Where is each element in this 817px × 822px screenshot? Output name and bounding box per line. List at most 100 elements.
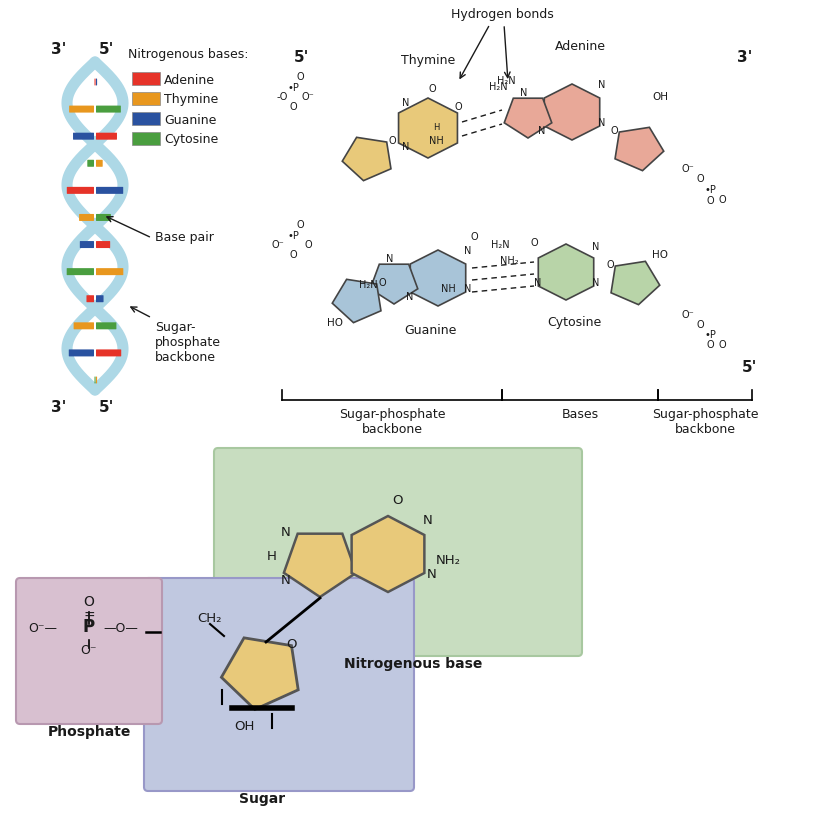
Text: NH₂: NH₂: [500, 256, 518, 266]
Text: H: H: [267, 550, 277, 563]
Text: O: O: [388, 136, 395, 146]
Text: N: N: [427, 568, 437, 581]
Text: Adenine: Adenine: [555, 40, 605, 53]
Text: Bases: Bases: [561, 408, 599, 421]
Text: O: O: [304, 240, 312, 250]
FancyBboxPatch shape: [95, 376, 96, 384]
Text: Nitrogenous bases:: Nitrogenous bases:: [128, 48, 248, 61]
Text: •P: •P: [704, 185, 716, 195]
FancyBboxPatch shape: [144, 578, 414, 791]
FancyBboxPatch shape: [96, 268, 123, 275]
Bar: [132, 112, 160, 125]
Polygon shape: [399, 98, 458, 158]
Text: N: N: [423, 514, 433, 527]
FancyBboxPatch shape: [79, 214, 94, 221]
Polygon shape: [544, 84, 600, 140]
Text: 5': 5': [294, 50, 310, 65]
Text: Guanine: Guanine: [404, 324, 456, 337]
Text: O: O: [393, 494, 404, 507]
Text: N: N: [402, 142, 409, 152]
FancyBboxPatch shape: [96, 214, 111, 221]
Bar: [132, 132, 160, 145]
Text: N: N: [386, 254, 394, 264]
Text: O: O: [289, 102, 297, 112]
Text: N: N: [534, 278, 542, 288]
Text: Hydrogen bonds: Hydrogen bonds: [451, 8, 553, 21]
FancyBboxPatch shape: [95, 78, 96, 85]
Text: O: O: [83, 595, 95, 609]
Text: O⁻: O⁻: [681, 164, 694, 174]
Text: Sugar-
phosphate
backbone: Sugar- phosphate backbone: [155, 321, 221, 364]
Bar: [132, 92, 160, 105]
Text: Cytosine: Cytosine: [547, 316, 601, 329]
FancyBboxPatch shape: [74, 322, 94, 330]
Text: O: O: [287, 638, 297, 651]
Bar: [132, 72, 160, 85]
Text: O: O: [530, 238, 538, 248]
Text: NH: NH: [440, 284, 455, 294]
Text: OH: OH: [234, 720, 254, 733]
Text: O: O: [454, 102, 462, 112]
FancyBboxPatch shape: [96, 349, 121, 357]
Text: 5': 5': [100, 42, 114, 57]
Text: O: O: [428, 84, 435, 94]
Polygon shape: [333, 279, 381, 323]
Text: -O: -O: [276, 92, 288, 102]
Text: P: P: [83, 618, 95, 636]
Text: O: O: [606, 260, 614, 270]
Text: HO: HO: [652, 250, 668, 260]
Text: H: H: [433, 123, 440, 132]
Polygon shape: [221, 638, 298, 709]
Text: Thymine: Thymine: [401, 54, 455, 67]
Text: O⁻: O⁻: [271, 240, 284, 250]
Text: •P: •P: [704, 330, 716, 340]
FancyBboxPatch shape: [87, 295, 94, 302]
Text: OH: OH: [652, 92, 668, 102]
Text: O: O: [696, 320, 703, 330]
FancyBboxPatch shape: [16, 578, 162, 724]
Text: 3': 3': [737, 50, 752, 65]
Text: N: N: [592, 242, 600, 252]
FancyBboxPatch shape: [69, 349, 94, 357]
Text: N: N: [598, 118, 605, 128]
Polygon shape: [370, 264, 417, 304]
Text: O⁻: O⁻: [301, 92, 315, 102]
Text: N: N: [520, 88, 528, 98]
Text: H₂N: H₂N: [489, 82, 507, 92]
Text: Sugar-phosphate
backbone: Sugar-phosphate backbone: [339, 408, 445, 436]
Text: N: N: [464, 246, 471, 256]
Text: Nitrogenous base: Nitrogenous base: [344, 657, 482, 671]
Text: N: N: [464, 284, 471, 294]
Polygon shape: [351, 516, 424, 592]
Polygon shape: [504, 98, 551, 138]
Text: O: O: [610, 126, 618, 136]
FancyBboxPatch shape: [96, 105, 121, 113]
FancyBboxPatch shape: [214, 448, 582, 656]
FancyBboxPatch shape: [96, 376, 97, 384]
Text: O: O: [718, 195, 725, 205]
Text: O: O: [289, 250, 297, 260]
Text: NH₂: NH₂: [435, 554, 461, 567]
Text: Thymine: Thymine: [164, 94, 218, 107]
Text: N: N: [402, 98, 409, 108]
Text: Base pair: Base pair: [155, 231, 214, 244]
FancyBboxPatch shape: [67, 187, 94, 194]
FancyBboxPatch shape: [80, 241, 94, 248]
Text: N: N: [281, 526, 291, 539]
Text: Sugar: Sugar: [239, 792, 285, 806]
Text: N: N: [538, 126, 546, 136]
Text: O: O: [378, 278, 386, 288]
Text: —O—: —O—: [103, 622, 138, 635]
FancyBboxPatch shape: [96, 295, 104, 302]
FancyBboxPatch shape: [96, 241, 110, 248]
Text: O⁻—: O⁻—: [28, 622, 57, 635]
Polygon shape: [538, 244, 594, 300]
Polygon shape: [410, 250, 466, 306]
Text: H₂N: H₂N: [359, 280, 377, 290]
Text: 3': 3': [51, 42, 67, 57]
Text: =: =: [83, 609, 95, 623]
Polygon shape: [342, 137, 391, 181]
Text: CH₂: CH₂: [198, 612, 222, 625]
FancyBboxPatch shape: [96, 159, 103, 167]
Text: Sugar-phosphate
backbone: Sugar-phosphate backbone: [652, 408, 758, 436]
